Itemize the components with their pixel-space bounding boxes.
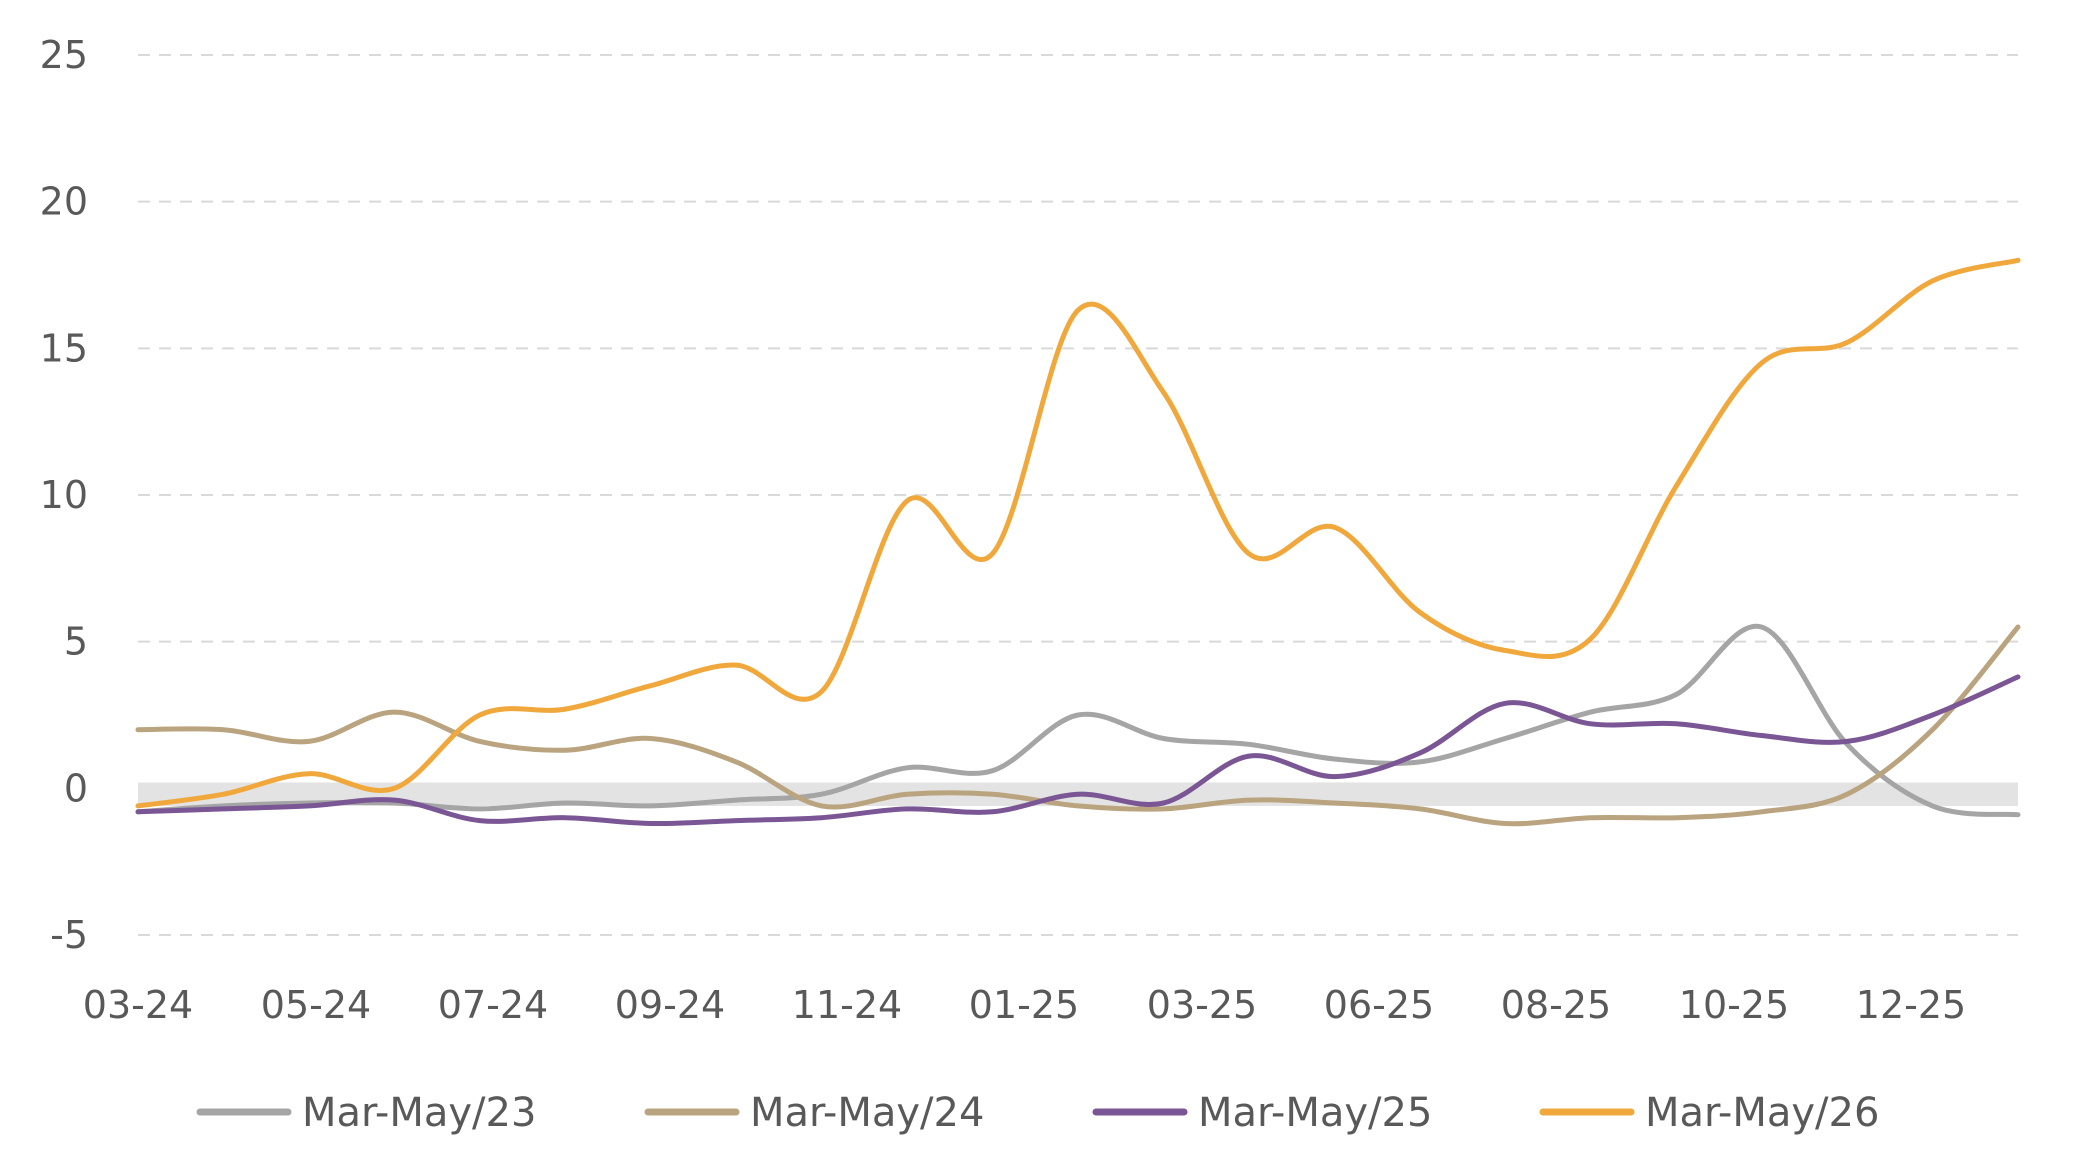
y-tick-label: 15	[40, 326, 88, 370]
x-tick-label: 03-24	[83, 983, 193, 1027]
series-line	[135, 674, 2021, 827]
legend-label: Mar-May/26	[1645, 1090, 1879, 1136]
series-line	[135, 257, 2021, 809]
x-axis-tick-labels: 03-24 05-24 07-24 09-24 11-24 01-25 03-25 06-25…	[83, 983, 1966, 1027]
x-tick-label: 09-24	[615, 983, 725, 1027]
x-tick-label: 08-25	[1501, 983, 1611, 1027]
series-line	[135, 623, 2021, 818]
y-tick-label: 0	[64, 766, 88, 810]
y-tick-label: 5	[64, 620, 88, 664]
x-tick-label: 11-24	[792, 983, 902, 1027]
x-tick-label: 10-25	[1679, 983, 1789, 1027]
x-tick-label: 12-25	[1856, 983, 1966, 1027]
y-tick-label: 20	[40, 180, 88, 224]
y-tick-label: 25	[40, 33, 88, 77]
y-tick-label: -5	[50, 913, 88, 957]
x-tick-label: 07-24	[438, 983, 548, 1027]
series-lines	[135, 257, 2021, 827]
x-tick-label: 06-25	[1324, 983, 1434, 1027]
legend-label: Mar-May/23	[302, 1090, 536, 1136]
x-tick-label: 05-24	[261, 983, 371, 1027]
legend-label: Mar-May/25	[1198, 1090, 1432, 1136]
legend-label: Mar-May/24	[750, 1090, 984, 1136]
y-axis-tick-labels: 25 20 15 10 5 0 -5	[40, 33, 88, 957]
y-tick-label: 10	[40, 473, 88, 517]
x-tick-label: 03-25	[1147, 983, 1257, 1027]
x-tick-label: 01-25	[969, 983, 1079, 1027]
legend: Mar-May/23 Mar-May/24 Mar-May/25 Mar-May/26	[196, 1090, 1879, 1136]
